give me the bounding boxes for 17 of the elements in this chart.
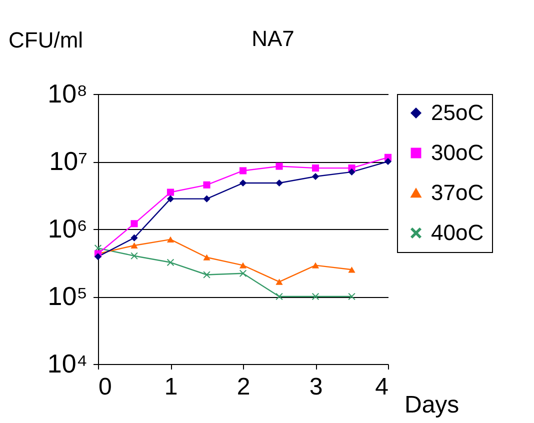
x-tick-label: 2: [236, 374, 250, 400]
x-tick-label: 3: [309, 374, 323, 400]
chart-title: NA7: [252, 26, 294, 51]
x-axis-title: Days: [404, 392, 460, 418]
legend-label: 40oC: [431, 220, 484, 245]
y-tick-label: 10⁴: [47, 348, 88, 378]
x-tick-label: 4: [375, 374, 388, 400]
x-tick-label: 0: [98, 374, 112, 400]
x-tick-label: 1: [164, 374, 178, 400]
y-tick-label: 10⁵: [48, 281, 88, 311]
legend-label: 25oC: [431, 100, 484, 125]
y-axis-title: CFU/ml: [8, 28, 84, 52]
y-tick-label: 10⁸: [48, 78, 88, 108]
y-tick-label: 10⁷: [49, 146, 88, 176]
legend-label: 30oC: [431, 140, 484, 165]
legend-label: 37oC: [431, 180, 484, 205]
y-tick-label: 10⁶: [48, 214, 88, 244]
